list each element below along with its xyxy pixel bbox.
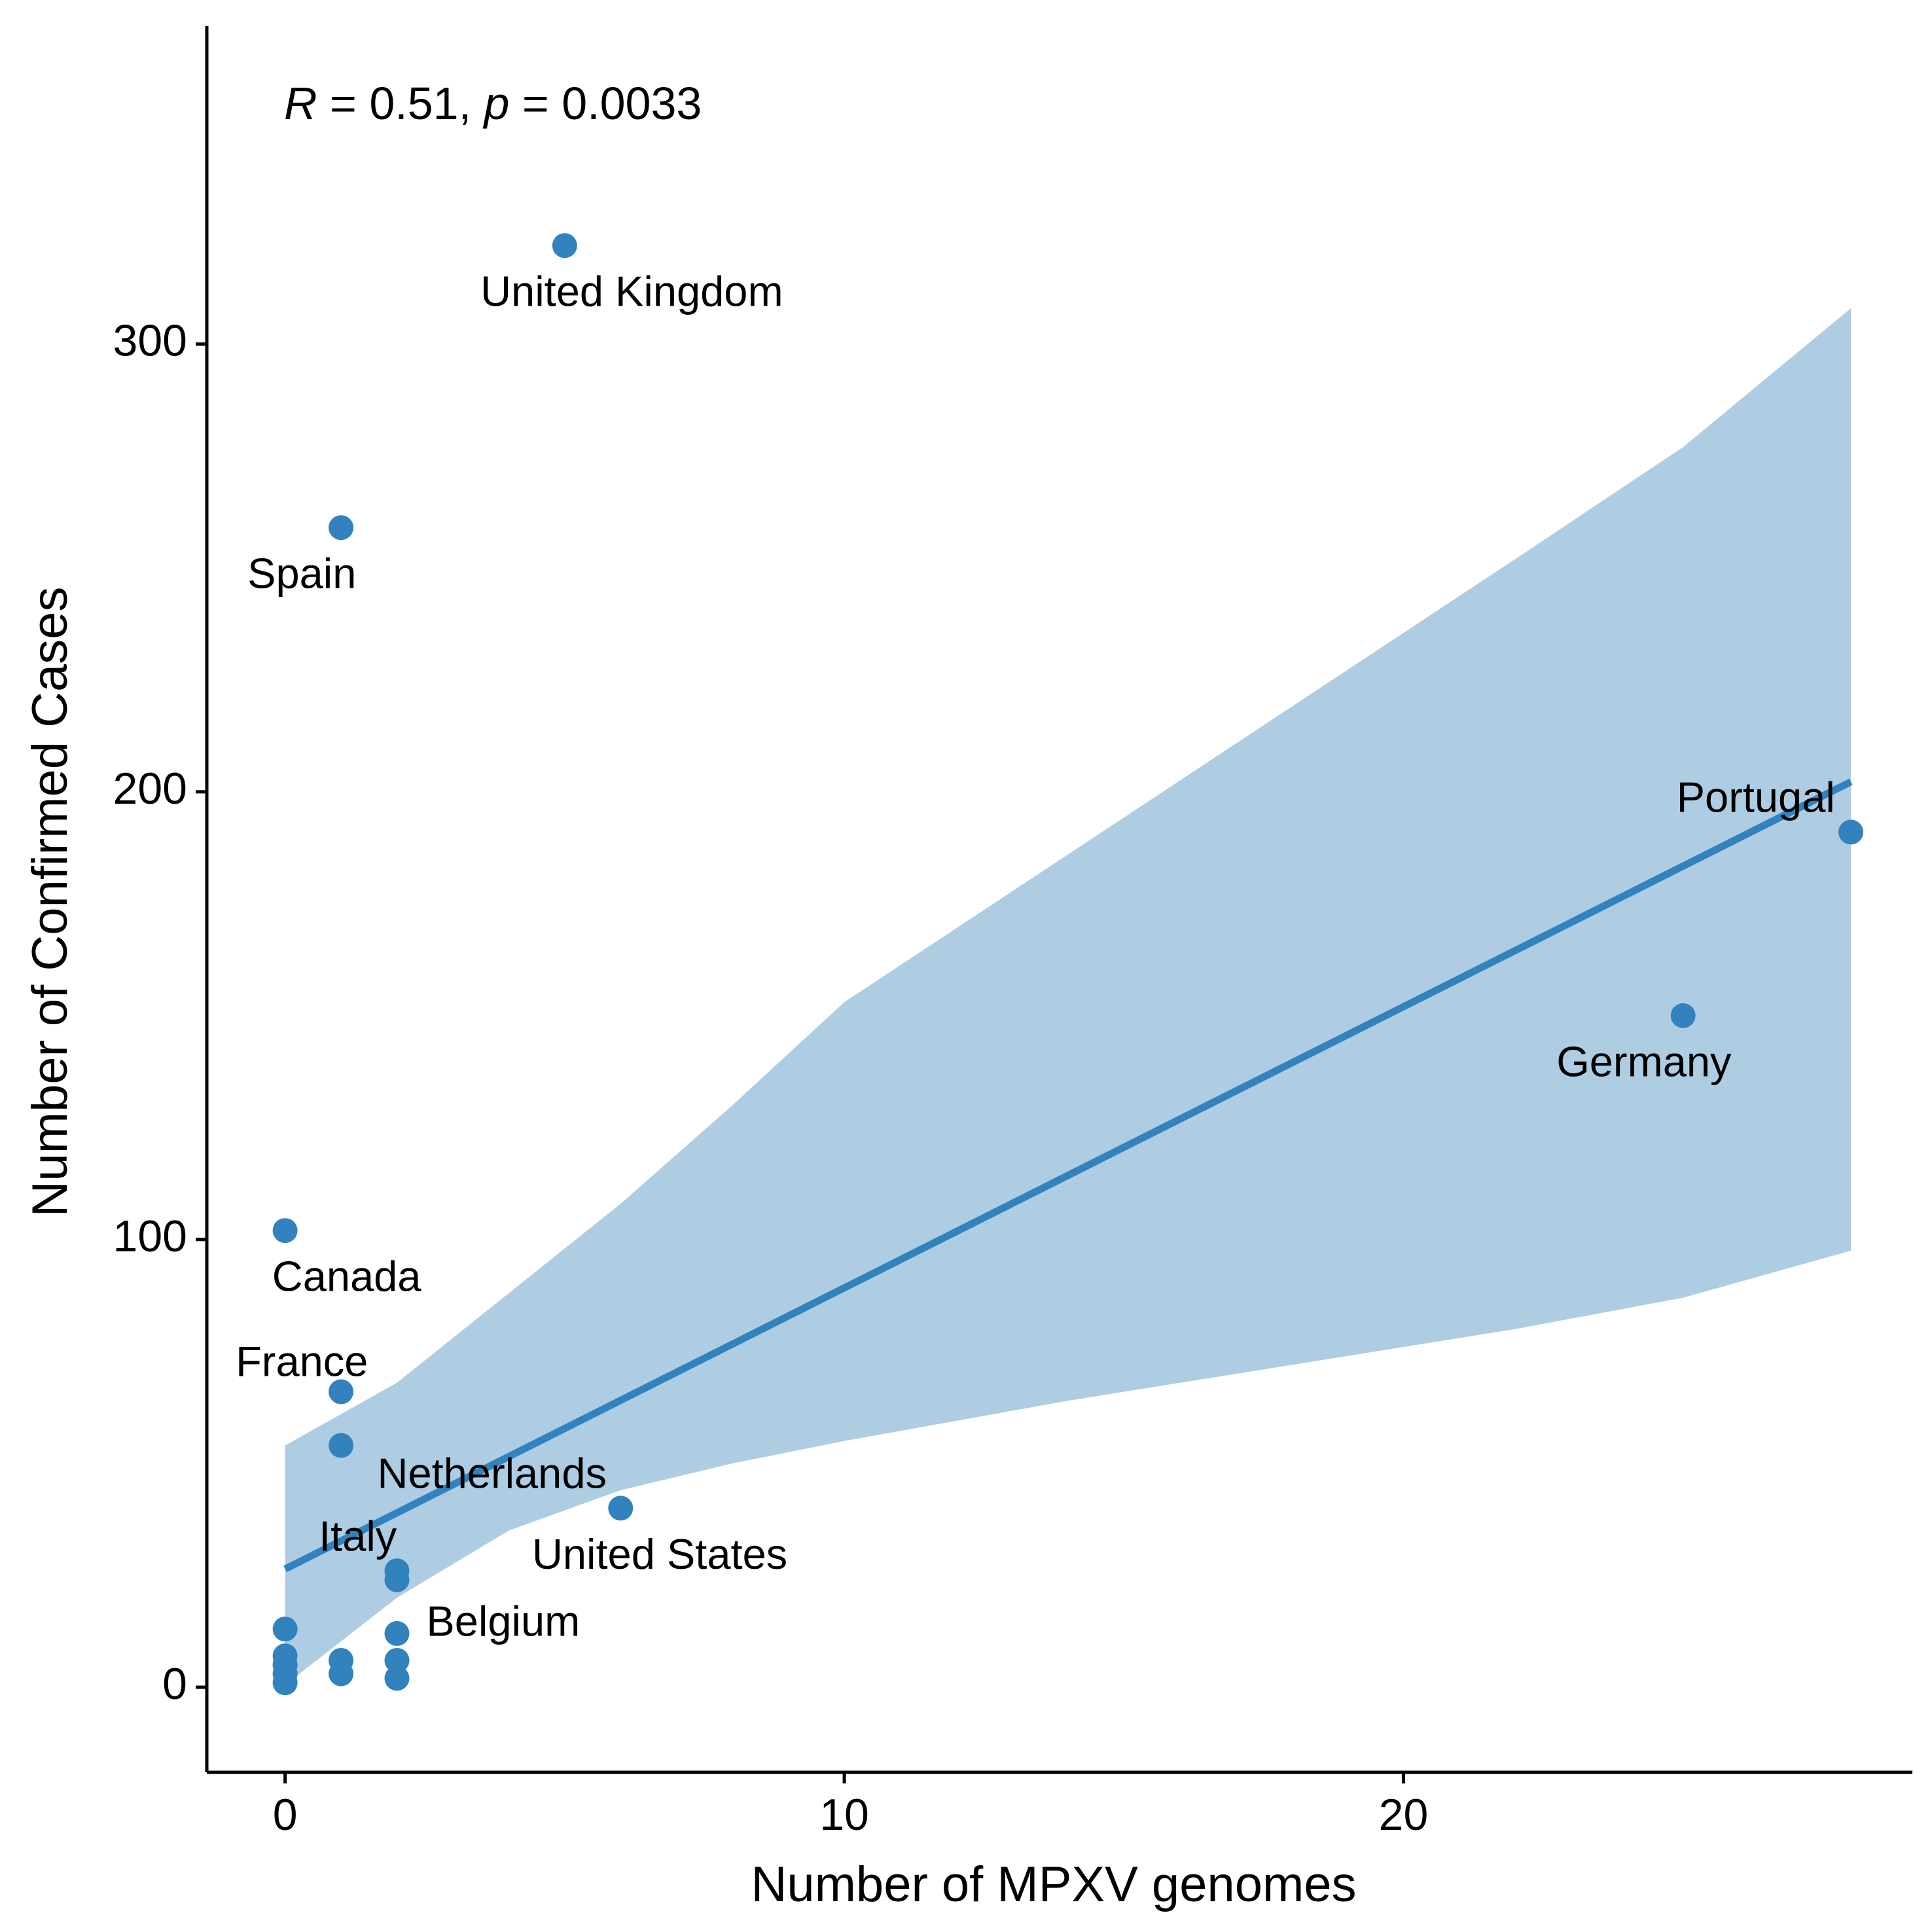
p-symbol: p bbox=[482, 78, 509, 129]
data-point bbox=[272, 1670, 298, 1696]
point-label: Portugal bbox=[1677, 774, 1835, 821]
y-tick-label: 0 bbox=[162, 1659, 187, 1709]
y-axis-title: Number of Confirmed Cases bbox=[22, 586, 78, 1217]
confidence-band bbox=[285, 308, 1851, 1685]
data-point bbox=[552, 233, 577, 259]
data-point bbox=[1670, 1003, 1696, 1028]
x-tick-label: 10 bbox=[819, 1790, 869, 1840]
data-point bbox=[1838, 819, 1864, 845]
data-point bbox=[384, 1567, 410, 1592]
y-tick-label: 300 bbox=[113, 316, 187, 366]
point-label: United Kingdom bbox=[480, 268, 783, 315]
data-point bbox=[384, 1647, 410, 1673]
regression-line bbox=[283, 778, 1853, 1573]
point-label: Italy bbox=[319, 1512, 397, 1560]
y-tick-label: 100 bbox=[113, 1211, 187, 1261]
point-label: Germany bbox=[1556, 1037, 1732, 1085]
data-point bbox=[608, 1495, 634, 1521]
point-label: Spain bbox=[247, 550, 356, 598]
x-tick-label: 20 bbox=[1379, 1790, 1429, 1840]
data-point bbox=[329, 515, 354, 541]
data-point bbox=[329, 1661, 354, 1687]
point-label: France bbox=[236, 1338, 368, 1386]
x-tick-label: 0 bbox=[273, 1790, 298, 1840]
y-tick-label: 200 bbox=[113, 764, 187, 814]
r-symbol: R bbox=[284, 78, 317, 129]
data-point bbox=[384, 1620, 410, 1646]
point-label: United States bbox=[532, 1530, 787, 1578]
point-label: Netherlands bbox=[378, 1450, 607, 1497]
p-value: = 0.0033 bbox=[509, 78, 702, 129]
data-point bbox=[384, 1666, 410, 1691]
point-label: Belgium bbox=[426, 1597, 580, 1645]
x-axis-title: Number of MPXV genomes bbox=[751, 1857, 1356, 1912]
data-point bbox=[272, 1218, 298, 1243]
data-point bbox=[329, 1379, 354, 1404]
correlation-annotation: R = 0.51, p = 0.0033 bbox=[284, 78, 702, 129]
data-point bbox=[329, 1433, 354, 1458]
data-point bbox=[272, 1617, 298, 1642]
plot-area: United Kingdom Spain Portugal Germany Canada… bbox=[236, 233, 1864, 1696]
point-label: Canada bbox=[272, 1253, 422, 1300]
r-value: = 0.51, bbox=[317, 78, 484, 129]
